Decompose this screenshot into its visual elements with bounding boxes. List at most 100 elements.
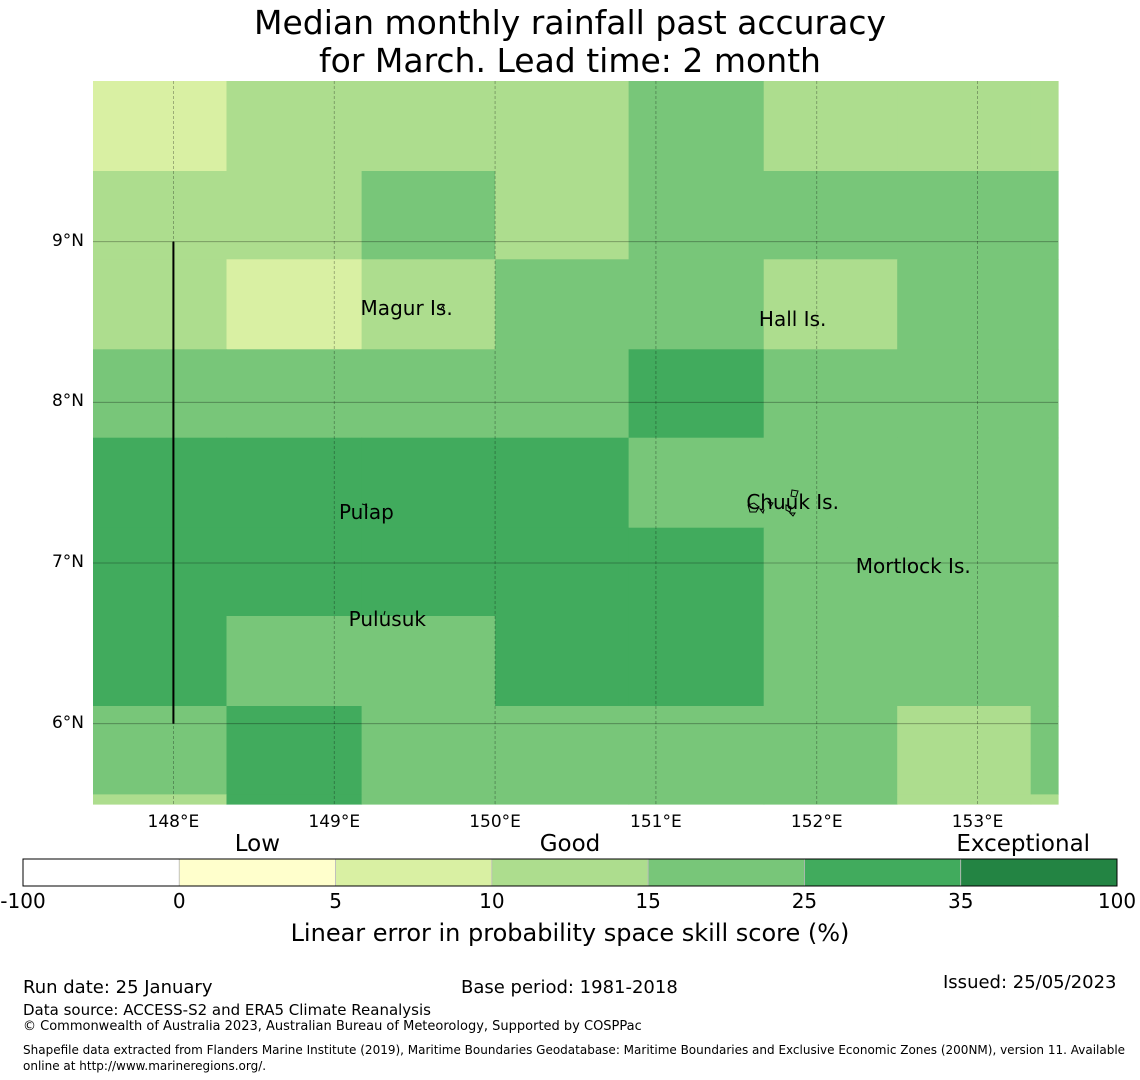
- base-period: Base period: 1981-2018: [461, 977, 678, 998]
- colorbar-axis-label: Linear error in probability space skill …: [290, 919, 850, 947]
- grid-cell: [628, 527, 765, 617]
- grid-cell: [361, 171, 496, 260]
- place-label: Pulap: [338, 499, 394, 524]
- grid-cell: [1030, 171, 1059, 260]
- data-source: Data source: ACCESS-S2 and ERA5 Climate …: [23, 1001, 431, 1019]
- y-tick-label: 7°N: [51, 552, 84, 572]
- chuuk-lagoon-outline: [747, 489, 799, 517]
- grid-cell: [226, 349, 363, 439]
- mortlock-island-outline: [907, 564, 911, 569]
- colorbar-tick-label: 35: [947, 889, 974, 913]
- colorbar-bin: [804, 858, 962, 887]
- grid-cell: [1030, 259, 1059, 350]
- grid-cell: [897, 349, 1032, 439]
- grid-cell: [226, 437, 363, 529]
- grid-cell: [361, 81, 496, 172]
- y-tick-label: 9°N: [51, 230, 84, 251]
- grid-cell: [763, 527, 898, 617]
- grid-cell: [226, 171, 363, 260]
- grid-cell: [93, 527, 228, 617]
- grid-cell: [93, 259, 228, 350]
- chart-title: Median monthly rainfall past accuracy fo…: [0, 4, 1140, 80]
- x-tick-label: 149°E: [308, 812, 361, 832]
- grid-cell: [361, 349, 496, 439]
- grid-cell: [897, 437, 1032, 529]
- grid-cell: [763, 437, 898, 529]
- grid-cell: [1030, 706, 1059, 795]
- colorbar-bin: [335, 858, 493, 887]
- x-tick-label: 150°E: [469, 812, 521, 832]
- grid-cell: [1030, 349, 1059, 439]
- grid-cell: [763, 259, 898, 350]
- grid-cell: [495, 171, 630, 260]
- grid-cell: [897, 259, 1032, 350]
- grid-cell: [495, 437, 630, 529]
- colorbar-tick-label: 25: [791, 889, 818, 913]
- grid-cell: [361, 616, 496, 707]
- grid-cell: [763, 616, 898, 707]
- grid-cell: [93, 616, 228, 707]
- grid-cell: [226, 81, 363, 172]
- magur-island-outline: [439, 304, 445, 311]
- grid-cell: [628, 706, 765, 795]
- colorbar-tick-label: 15: [635, 889, 661, 913]
- skill-grid: [93, 81, 1059, 805]
- place-label: Mortlock Is.: [855, 554, 971, 579]
- run-date: Run date: 25 January: [23, 977, 213, 998]
- grid-cell: [1030, 794, 1059, 805]
- grid-cell: [897, 706, 1032, 795]
- colorbar-bin: [22, 858, 180, 887]
- grid-cell: [628, 437, 765, 529]
- grid-cell: [93, 706, 228, 795]
- grid-cell: [361, 259, 496, 350]
- grid-cell: [495, 706, 630, 795]
- title-line-1: Median monthly rainfall past accuracy: [253, 3, 887, 42]
- colorbar-bin: [178, 858, 336, 887]
- x-tick-label: 152°E: [790, 812, 843, 832]
- grid-cell: [226, 706, 363, 795]
- grid-cell: [1030, 437, 1059, 529]
- grid-cell: [495, 527, 630, 617]
- place-label: Hall Is.: [758, 306, 827, 331]
- issued-date: Issued: 25/05/2023: [943, 972, 1117, 993]
- grid-cell: [93, 349, 228, 439]
- x-tick-label: 151°E: [630, 812, 682, 832]
- grid-cell: [495, 616, 630, 707]
- colorbar-tick-label: 100: [1097, 889, 1137, 913]
- place-label: Pulusuk: [348, 607, 426, 632]
- colorbar-tick-label: 10: [479, 889, 505, 913]
- x-tick-label: 148°E: [147, 812, 200, 832]
- title-line-2: for March. Lead time: 2 month: [319, 41, 821, 80]
- colorbar-category-label: Good: [539, 831, 601, 857]
- grid-cell: [897, 616, 1032, 707]
- grid-cell: [897, 171, 1032, 260]
- grid-cell: [763, 794, 898, 805]
- pulusuk-island-outline: [383, 610, 386, 616]
- grid-cell: [1030, 81, 1059, 172]
- x-tick-label: 153°E: [951, 812, 1004, 832]
- place-label: Chuuk Is.: [746, 489, 839, 514]
- grid-cell: [897, 81, 1032, 172]
- island-outlines: [361, 304, 911, 616]
- grid-cell: [93, 794, 228, 805]
- grid-cell: [495, 349, 630, 439]
- grid-cell: [361, 794, 496, 805]
- pulap-island-outline: [361, 503, 368, 509]
- colorbar-tick-label: 0: [172, 889, 186, 913]
- grid-cell: [1030, 616, 1059, 707]
- grid-cell: [628, 349, 765, 439]
- grid-cell: [763, 81, 898, 172]
- grid-cell: [226, 794, 363, 805]
- grid-cell: [628, 81, 765, 172]
- grid-cell: [628, 616, 765, 707]
- grid-cell: [763, 349, 898, 439]
- grid-cell: [361, 437, 496, 529]
- colorbar-bin: [647, 858, 805, 887]
- shapefile-credit: Shapefile data extracted from Flanders M…: [23, 1043, 1126, 1073]
- grid-cell: [628, 171, 765, 260]
- grid-cell: [93, 437, 228, 529]
- grid-cell: [495, 259, 630, 350]
- grid-cell: [763, 171, 898, 260]
- grid-cell: [1030, 527, 1059, 617]
